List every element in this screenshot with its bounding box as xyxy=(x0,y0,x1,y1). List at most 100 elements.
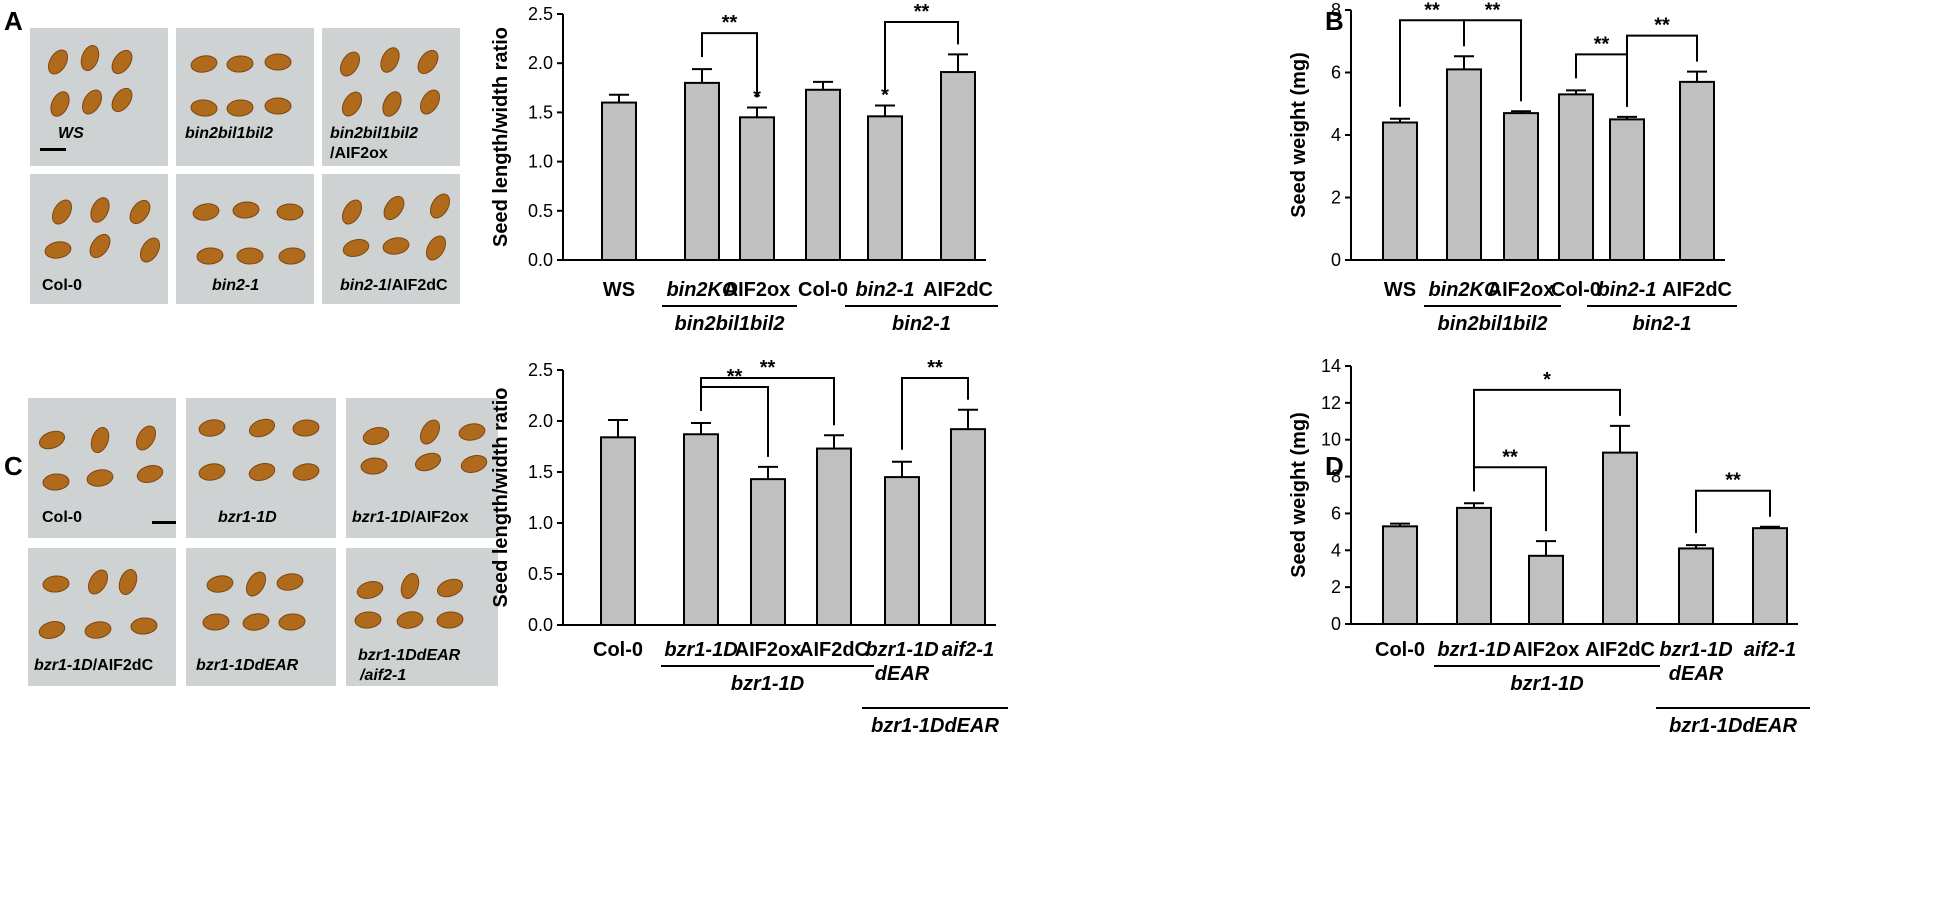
y-tick-label: 8 xyxy=(1331,467,1341,487)
seed-grain xyxy=(342,199,362,225)
photo-label: bzr1-1D xyxy=(218,509,277,526)
panel-letter-d: D xyxy=(1325,451,1344,481)
seed-grain xyxy=(82,89,102,115)
comparison-label: ** xyxy=(1654,15,1670,37)
comparison-label: ** xyxy=(914,1,930,23)
x-tick-label: Col-0 xyxy=(1551,279,1601,301)
comparison-bracket xyxy=(1473,388,1621,492)
y-tick-label: 0.0 xyxy=(528,250,553,270)
bar-bzr1-1d xyxy=(683,433,719,627)
x-tick-label: bin2KO xyxy=(1428,279,1500,301)
photo-label-suffix: /aif2-1 xyxy=(359,667,406,684)
photo-label: bzr1-1D/AIF2ox xyxy=(352,509,469,526)
comparison-bracket xyxy=(901,377,969,450)
seed-grain xyxy=(278,613,306,631)
y-tick-label: 6 xyxy=(1331,503,1341,523)
seed-grain xyxy=(42,473,70,491)
bar-aif2-1 xyxy=(950,428,986,626)
bar-aif2ox xyxy=(750,478,786,627)
photo-label-suffix: /AIF2ox xyxy=(330,145,388,162)
photo-label: bzr1-1DdEAR xyxy=(196,657,299,674)
seed-grain xyxy=(42,575,70,593)
bar-bin2-1 xyxy=(1609,118,1645,261)
seed-grain xyxy=(111,49,133,75)
comparison-bracket xyxy=(1463,19,1522,102)
seed-grain xyxy=(276,203,304,221)
seed-grain xyxy=(206,575,234,593)
seed-grain xyxy=(90,197,110,223)
photo-label: bin2-1 xyxy=(212,277,259,294)
comparison-label: ** xyxy=(927,357,943,379)
y-tick-label: 1.5 xyxy=(528,462,553,482)
seed-grain xyxy=(436,611,464,629)
x-tick-label: bzr1-1D xyxy=(664,639,737,661)
seed-grain xyxy=(236,247,264,265)
x-tick-label: AIF2ox xyxy=(1513,639,1580,661)
chart-b: 0 2 4 6 8 Seed weight (mg) WS bin2KOAIF2oxCol-0… xyxy=(1288,0,1737,335)
bar-aif2dc xyxy=(1679,80,1715,261)
significance-star: * xyxy=(881,85,889,107)
scale-bar xyxy=(40,148,66,151)
y-tick-label: 0 xyxy=(1331,614,1341,634)
photo-label: Col-0 xyxy=(42,277,82,294)
bar-bzr1-1d-dear xyxy=(884,476,920,626)
seed-photos-a: WS bin2bil1bil2 bin2bil1bil2 /AIF2ox Col… xyxy=(30,28,460,304)
photo-label: WS xyxy=(58,125,84,142)
bar-aif2ox xyxy=(1528,554,1564,625)
seed-grain xyxy=(382,91,402,117)
bar-col-0 xyxy=(1382,525,1418,625)
seed-grain xyxy=(140,237,160,263)
seed-grain xyxy=(248,418,276,438)
seed-grain xyxy=(383,195,405,221)
seed-grain xyxy=(396,611,424,629)
y-tick-label: 2 xyxy=(1331,577,1341,597)
x-tick-label: AIF2dC xyxy=(923,279,993,301)
y-tick-label: 2.5 xyxy=(528,4,553,24)
seed-grain xyxy=(50,91,70,117)
seed-grain xyxy=(417,49,439,75)
group-label: bzr1-1DdEAR xyxy=(871,715,999,737)
x-tick-label: WS xyxy=(603,279,635,301)
panel-letter-b: B xyxy=(1325,6,1344,36)
seed-grain xyxy=(342,239,370,257)
x-tick-label: AIF2dC xyxy=(1662,279,1732,301)
seed-grain xyxy=(460,455,488,473)
group-label: bzr1-1D xyxy=(731,673,804,695)
photo-label: bin2bil1bil2 xyxy=(185,125,273,142)
x-tick-label: AIF2ox xyxy=(1488,279,1555,301)
bar-bin2ko xyxy=(684,81,720,261)
y-tick-label: 1.0 xyxy=(528,152,553,172)
photo-bin2bil1bil2: bin2bil1bil2 xyxy=(176,28,314,166)
comparison-label: ** xyxy=(722,12,738,34)
x-tick-label: Col-0 xyxy=(1375,639,1425,661)
panel-letter-a: A xyxy=(4,6,23,36)
seed-grain xyxy=(129,199,151,225)
bar-aif2dc xyxy=(1602,451,1638,625)
seed-grain xyxy=(362,427,390,445)
y-tick-label: 0 xyxy=(1331,250,1341,270)
bar-ws xyxy=(601,101,637,261)
y-tick-label: 12 xyxy=(1321,393,1341,413)
x-tick-label: AIF2dC xyxy=(799,639,869,661)
bar-bzr1-1d xyxy=(1456,506,1492,625)
y-tick-label: 0.5 xyxy=(528,564,553,584)
seed-grain xyxy=(414,452,442,472)
y-axis-label: Seed length/width ratio xyxy=(490,27,512,247)
seed-grain xyxy=(198,419,226,437)
seed-grain xyxy=(80,44,100,72)
x-tick-label: AIF2ox xyxy=(724,279,791,301)
x-tick-label: aif2-1 xyxy=(1744,639,1796,661)
chart-a: 0.0 0.5 1.0 1.5 2.0 2.5 Seed length/width rati… xyxy=(490,1,998,335)
seed-grain xyxy=(342,91,362,117)
seed-grain xyxy=(292,419,320,437)
seed-grain xyxy=(90,426,110,454)
seed-grain xyxy=(458,423,486,441)
seed-grain xyxy=(118,568,138,596)
seed-grain xyxy=(354,611,382,629)
photo-label: bzr1-1D/AIF2dC xyxy=(34,657,154,674)
y-tick-label: 10 xyxy=(1321,430,1341,450)
y-tick-label: 2.0 xyxy=(528,53,553,73)
seed-grain xyxy=(276,573,304,591)
y-axis-label: Seed weight (mg) xyxy=(1288,412,1310,578)
